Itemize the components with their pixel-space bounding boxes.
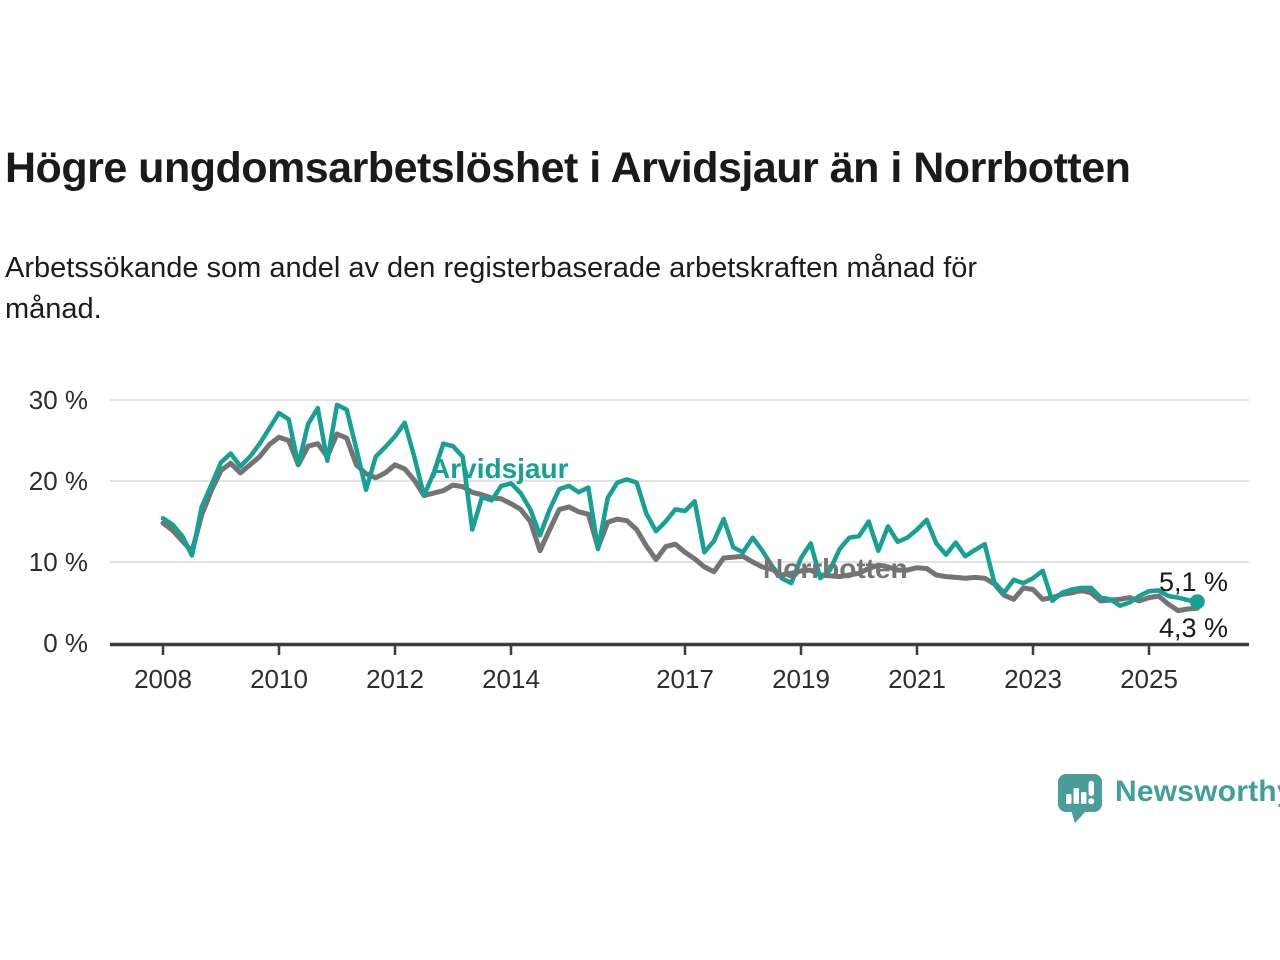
y-axis-label-0: 0 % [43, 628, 88, 658]
x-axis-label-2008: 2008 [134, 664, 192, 694]
newsworthy-wordmark: Newsworthy [1115, 775, 1280, 808]
newsworthy-logo: Newsworthy [1057, 773, 1280, 825]
x-axis-label-2021: 2021 [888, 664, 946, 694]
arvidsjaur-series-label: Arvidsjaur [430, 453, 569, 484]
y-axis-label-20: 20 % [29, 466, 88, 496]
norrbotten-line [160, 431, 1200, 614]
chart-subtitle-line-2: månad. [5, 293, 102, 325]
norrbotten-end-value-label: 4,3 % [1159, 613, 1228, 643]
chart-subtitle: Arbetssökande som andel av den registerb… [5, 248, 1225, 330]
x-axis-label-2019: 2019 [772, 664, 830, 694]
x-axis-label-2017: 2017 [656, 664, 714, 694]
arvidsjaur-line [160, 402, 1200, 608]
x-axis-label-2010: 2010 [250, 664, 308, 694]
chart-subtitle-line-1: Arbetssökande som andel av den registerb… [5, 252, 978, 284]
arvidsjaur-end-dot [1189, 594, 1205, 610]
y-axis-label-10: 10 % [29, 547, 88, 577]
x-axis-label-2023: 2023 [1004, 664, 1062, 694]
bar-chart-speech-bubble-icon [1058, 774, 1102, 823]
x-axis-label-2012: 2012 [366, 664, 424, 694]
x-axis-label-2014: 2014 [482, 664, 540, 694]
norrbotten-series-label: Norrbotten [763, 553, 908, 584]
chart-title: Högre ungdomsarbetslöshet i Arvidsjaur ä… [5, 144, 1131, 192]
y-axis-label-30: 30 % [29, 385, 88, 415]
arvidsjaur-end-value-label: 5,1 % [1159, 567, 1228, 597]
x-axis-label-2025: 2025 [1120, 664, 1178, 694]
